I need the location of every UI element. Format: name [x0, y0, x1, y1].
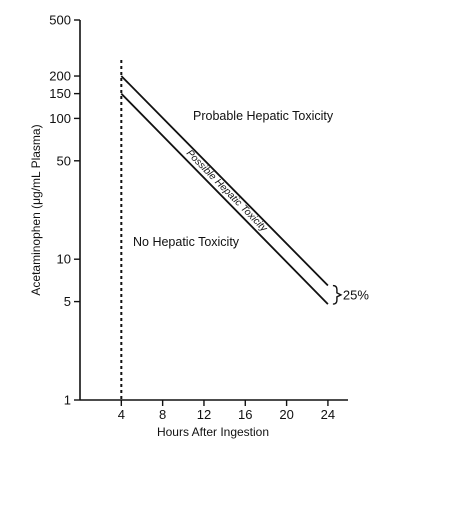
x-tick-label-8: 8	[159, 407, 166, 422]
band-percent-label: 25%	[343, 287, 369, 302]
region-label-lower: No Hepatic Toxicity	[133, 235, 240, 249]
y-tick-label-5: 5	[64, 294, 71, 309]
series-line-1	[120, 75, 329, 287]
y-tick-label-10: 10	[57, 252, 71, 267]
series-line-2	[120, 92, 329, 305]
y-axis-title: Acetaminophen (μg/mL Plasma)	[29, 124, 43, 295]
axes	[79, 20, 348, 401]
y-tick-label-1: 1	[64, 393, 71, 408]
x-tick-label-24: 24	[321, 407, 335, 422]
series-group	[120, 75, 329, 305]
y-tick-label-50: 50	[57, 153, 71, 168]
band-bracket	[332, 284, 343, 305]
region-label-upper: Probable Hepatic Toxicity	[193, 109, 334, 123]
x-axis-title: Hours After Ingestion	[157, 425, 269, 439]
region-label-band: Possible Hepatic Toxicity	[184, 148, 270, 235]
x-tick-label-20: 20	[279, 407, 293, 422]
ticks: 1 5 10 50 100 150 200 500 4 8 12 16 20 24	[49, 13, 335, 423]
y-tick-label-150: 150	[49, 86, 71, 101]
x-tick-label-12: 12	[197, 407, 211, 422]
y-tick-label-200: 200	[49, 69, 71, 84]
x-tick-label-4: 4	[118, 407, 125, 422]
x-tick-label-16: 16	[238, 407, 252, 422]
y-tick-label-100: 100	[49, 111, 71, 126]
y-tick-label-500: 500	[49, 13, 71, 28]
